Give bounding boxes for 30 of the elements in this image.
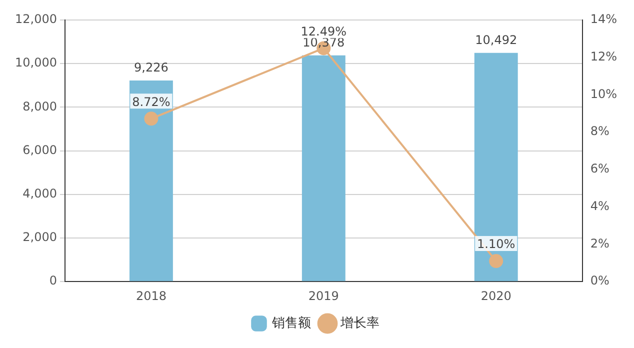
y-tick-label: 6,000: [22, 142, 57, 157]
x-tick-label: 2019: [308, 288, 339, 303]
data-label: 12.49%: [300, 24, 347, 38]
y-tick-label: 0: [49, 274, 57, 288]
y-tick-label: 10,000: [14, 56, 57, 70]
point: [489, 254, 504, 268]
y-tick-label: 12,000: [14, 12, 57, 26]
x-tick-label: 2020: [480, 288, 512, 303]
y2-tick-label: 4%: [590, 198, 610, 213]
x-tick-label: 2018: [136, 288, 166, 303]
data-label: 10,492: [475, 33, 518, 47]
y2-tick-label: 0%: [590, 274, 610, 288]
y-tick-label: 4,000: [22, 186, 57, 201]
bar: [129, 80, 173, 282]
legend-label: 销售额: [271, 316, 311, 331]
legend-label: 增长率: [340, 314, 380, 331]
y2-tick-label: 10%: [590, 86, 617, 101]
point: [144, 112, 158, 126]
bar: [474, 52, 518, 282]
bar: [302, 55, 346, 282]
y2-tick-label: 2%: [590, 236, 610, 250]
y2-tick-label: 12%: [590, 49, 617, 64]
y2-tick-label: 14%: [590, 12, 617, 26]
y-tick-label: 2,000: [22, 230, 57, 244]
data-label: 8.72%: [132, 94, 170, 109]
data-label: 9,226: [134, 60, 168, 75]
y-tick-label: 8,000: [22, 99, 57, 114]
data-label: 1.10%: [477, 237, 516, 252]
y2-tick-label: 8%: [590, 124, 610, 138]
y2-tick-label: 6%: [590, 162, 610, 176]
